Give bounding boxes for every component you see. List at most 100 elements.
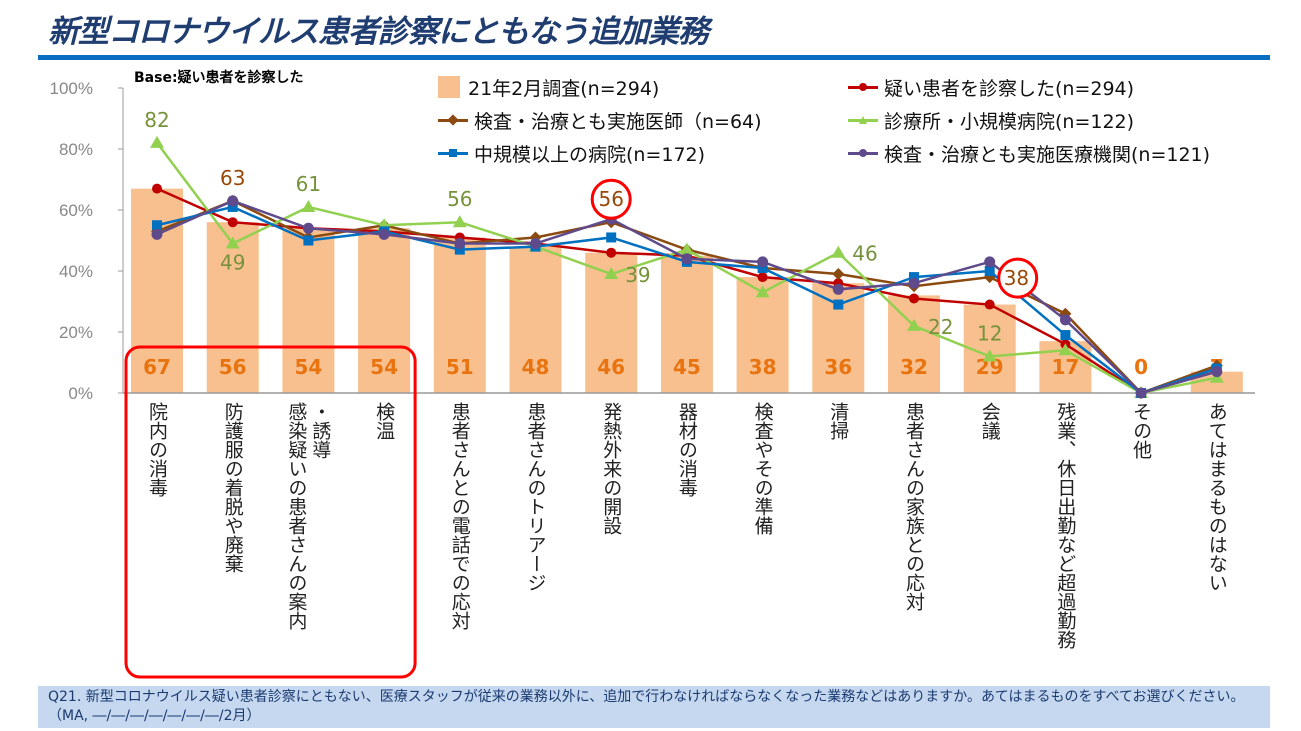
data-label: 49: [220, 251, 245, 275]
category-label: あてはまるものはない: [1206, 402, 1228, 592]
legend-swatch: [848, 146, 878, 160]
data-point: [606, 232, 617, 243]
legend-swatch: [438, 76, 460, 98]
data-point: [152, 183, 162, 194]
y-tick-label: 60%: [59, 201, 93, 220]
data-point: [984, 299, 995, 310]
bar-label: 46: [597, 355, 625, 379]
bar-label: 0: [1134, 355, 1148, 379]
data-point: [530, 238, 541, 250]
bar-label: 32: [900, 355, 928, 379]
bar-label: 45: [673, 355, 701, 379]
category-label: 検温: [373, 402, 395, 440]
question-text: Q21. 新型コロナウイルス疑い患者診察にともない、医療スタッフが従来の業務以外…: [38, 686, 1270, 728]
data-point: [832, 268, 845, 281]
data-point: [606, 247, 617, 258]
data-point: [225, 236, 240, 249]
legend-label: 疑い患者を診察した(n=294): [884, 77, 1135, 100]
data-point: [833, 299, 844, 310]
data-label: 56: [598, 187, 623, 211]
data-point: [755, 285, 770, 298]
data-point: [757, 262, 768, 273]
bar-label: 36: [824, 355, 852, 379]
data-label: 22: [928, 315, 953, 339]
category-label: 清掃: [827, 402, 849, 441]
data-point: [984, 266, 995, 276]
data-point: [150, 135, 164, 148]
data-label: 61: [296, 172, 321, 196]
data-point: [227, 201, 238, 212]
category-label: 会議: [979, 402, 1001, 440]
bar: [282, 228, 335, 393]
bar-label: 67: [143, 355, 171, 379]
data-point: [757, 272, 768, 283]
bar: [433, 237, 486, 393]
bar-label: 38: [749, 355, 777, 379]
legend-label: 検査・治療とも実施医療機関(n=121): [884, 143, 1211, 166]
data-point: [907, 318, 921, 331]
category-label: 院内の消毒: [146, 402, 168, 498]
data-point: [679, 242, 694, 255]
category-label: 感染疑いの患者さんの案内: [285, 402, 307, 630]
data-point: [1211, 366, 1223, 378]
data-point: [1058, 343, 1073, 356]
legend-item: 21年2月調査(n=294): [438, 72, 848, 102]
data-point: [757, 256, 769, 268]
bar-label: 56: [219, 355, 247, 379]
y-tick-label: 0%: [68, 384, 93, 403]
legend-swatch: [438, 146, 468, 160]
category-label: 器材の消毒: [676, 402, 698, 498]
data-point: [909, 272, 919, 283]
data-point: [227, 195, 239, 207]
highlight-circle: [590, 178, 632, 220]
category-label: 残業、休日出勤など超過勤務: [1054, 402, 1076, 650]
y-tick-label: 80%: [59, 140, 93, 159]
legend-label: 21年2月調査(n=294): [468, 77, 660, 100]
data-point: [152, 220, 162, 231]
data-point: [604, 267, 619, 280]
bar-label: 54: [370, 355, 398, 379]
data-label: 39: [625, 263, 650, 287]
legend-item: 検査・治療とも実施医療機関(n=121): [848, 138, 1268, 168]
legend-item: 検査・治療とも実施医師（n=64): [438, 105, 848, 135]
bar: [358, 228, 411, 393]
bar-label: 48: [522, 355, 550, 379]
legend-label: 検査・治療とも実施医師（n=64): [474, 110, 762, 133]
category-label: 発熱外来の開設: [600, 402, 622, 535]
data-label: 56: [447, 187, 472, 211]
data-point: [1135, 387, 1147, 399]
data-label: 82: [144, 108, 169, 132]
legend-swatch: [848, 80, 878, 94]
legend-item: 診療所・小規模病院(n=122): [848, 105, 1268, 135]
category-label: 患者さんとの電話での応対: [449, 402, 471, 630]
data-point: [681, 253, 693, 265]
data-point: [227, 217, 238, 228]
data-point: [301, 199, 316, 212]
bar: [206, 222, 259, 393]
legend-swatch: [438, 113, 468, 127]
data-point: [984, 256, 996, 268]
y-tick-label: 40%: [59, 262, 93, 281]
data-label: 12: [977, 321, 1002, 345]
data-point: [303, 235, 314, 246]
category-label: ・誘導: [309, 402, 331, 459]
data-point: [151, 228, 163, 240]
category-label: 患者さんのトリアージ: [525, 402, 547, 592]
category-label: その他: [1130, 402, 1152, 459]
highlight-box: [124, 345, 417, 679]
data-point: [908, 277, 920, 289]
legend-item: 中規模以上の病院(n=172): [438, 138, 848, 168]
data-point: [832, 283, 844, 295]
legend-label: 中規模以上の病院(n=172): [474, 143, 706, 166]
bar: [660, 255, 713, 393]
legend-swatch: [848, 113, 878, 127]
data-label: 38: [1004, 266, 1029, 290]
data-point: [454, 244, 465, 255]
y-tick-label: 100%: [50, 79, 93, 98]
y-tick-label: 20%: [59, 323, 93, 342]
data-point: [454, 238, 466, 250]
bar-label: 51: [446, 355, 474, 379]
highlight-circle: [997, 257, 1039, 299]
bar: [509, 246, 562, 393]
